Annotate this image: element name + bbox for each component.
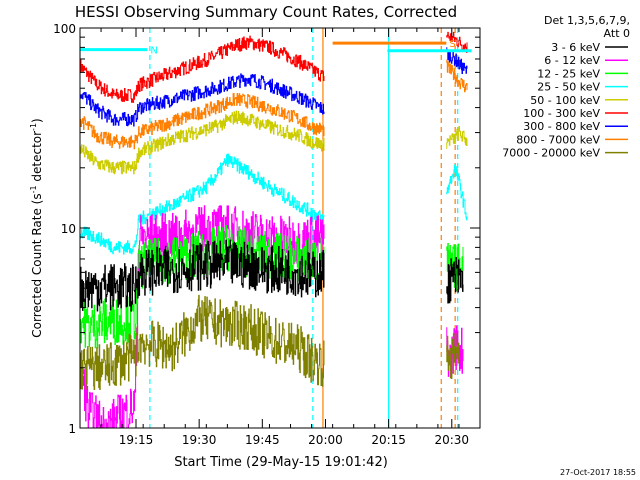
legend-entry-label: 800 - 7000 keV <box>516 133 600 146</box>
legend-entry-label: 100 - 300 keV <box>523 107 600 120</box>
series-7000-20000-kev <box>80 294 325 390</box>
series-12-25-kev <box>80 225 325 349</box>
series-3-6-kev <box>446 257 464 304</box>
series-50-100-kev <box>80 110 325 175</box>
x-tick-label: 19:30 <box>182 433 217 447</box>
footer-date: 27-Oct-2017 18:55 <box>560 468 636 477</box>
y-tick-label: 100 <box>53 22 76 36</box>
y-axis-label-sup1: -1 <box>29 185 38 193</box>
x-tick-label: 20:00 <box>308 433 343 447</box>
legend-header-line2: Att 0 <box>604 27 630 40</box>
series-300-800-kev <box>80 73 325 127</box>
x-tick-label: 19:15 <box>119 433 154 447</box>
series-6-12-kev <box>80 205 325 428</box>
legend-header-line1: Det 1,3,5,6,7,9, <box>544 14 630 27</box>
saa-bar-label: S <box>449 39 455 50</box>
x-tick-label: 20:30 <box>434 433 469 447</box>
legend-entry-label: 300 - 800 keV <box>523 120 600 133</box>
x-tick-label: 20:15 <box>371 433 406 447</box>
saa-bar-label: N <box>150 46 157 57</box>
legend-entry-label: 3 - 6 keV <box>551 41 600 54</box>
series-25-50-kev <box>446 164 468 221</box>
y-axis-label-main: Corrected Count Rate (s <box>30 193 44 337</box>
chart-title: HESSI Observing Summary Count Rates, Cor… <box>75 3 457 21</box>
legend-entry-label: 12 - 25 keV <box>537 67 600 80</box>
y-tick-label: 1 <box>68 422 76 436</box>
y-axis-label-mid: detector <box>30 131 44 186</box>
series-25-50-kev <box>80 153 325 255</box>
series-50-100-kev <box>446 126 468 149</box>
series-3-6-kev <box>80 239 325 312</box>
series-800-7000-kev <box>80 93 325 150</box>
legend-entry-label: 50 - 100 keV <box>530 94 600 107</box>
y-axis-label-sup2: -1 <box>29 123 38 131</box>
x-axis-label: Start Time (29-May-15 19:01:42) <box>174 455 388 470</box>
svg-text:Corrected Count Rate (s-1 dete: Corrected Count Rate (s-1 detector-1) <box>29 118 44 337</box>
series-800-7000-kev <box>446 59 468 93</box>
series-300-800-kev <box>446 47 468 74</box>
series-100-300-kev <box>80 35 325 103</box>
legend-entry-label: 6 - 12 keV <box>544 54 600 67</box>
y-tick-label: 10 <box>61 222 76 236</box>
y-axis-label: Corrected Count Rate (s-1 detector-1) <box>29 118 44 337</box>
x-tick-label: 19:45 <box>245 433 280 447</box>
series-7000-20000-kev <box>446 333 460 379</box>
legend-entry-label: 25 - 50 keV <box>537 81 600 94</box>
legend-entry-label: 7000 - 20000 keV <box>502 147 600 160</box>
series-100-300-kev <box>446 31 468 53</box>
y-axis-label-end: ) <box>30 118 44 123</box>
